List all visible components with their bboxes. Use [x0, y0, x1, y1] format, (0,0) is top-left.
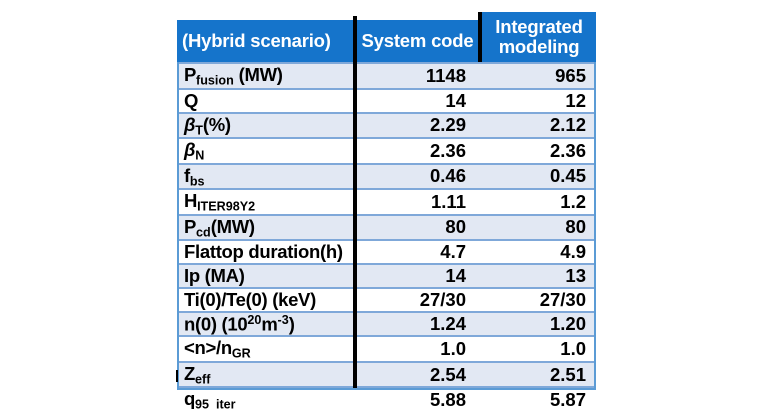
- row-label: Zeff: [184, 362, 211, 387]
- hybrid-scenario-parameters-table: (Hybrid scenario) System code Integrated…: [177, 12, 596, 409]
- value-system-code: 2.54: [429, 363, 466, 385]
- row-label: βN: [184, 139, 205, 163]
- row-label: Flattop duration(h): [184, 241, 343, 263]
- value-system-code: 5.88: [429, 389, 466, 409]
- value-system-code: 14: [445, 265, 466, 287]
- table-row: q95_iter 5.88 5.87: [179, 386, 594, 409]
- value-system-code: 1.11: [431, 190, 466, 212]
- value-system-code: 4.7: [440, 241, 466, 263]
- row-label: βT(%): [184, 113, 231, 138]
- value-system-code: 14: [445, 89, 466, 111]
- header-integrated-line2: modeling: [498, 36, 580, 57]
- header-system-code: System code: [361, 30, 474, 51]
- table-row: n(0) (1020m-3) 1.24 1.20: [179, 311, 594, 336]
- value-system-code: 0.46: [429, 165, 466, 187]
- header-integrated-modeling: Integrated modeling: [478, 12, 596, 62]
- header-hybrid-scenario: (Hybrid scenario): [182, 30, 331, 51]
- table-header-row: (Hybrid scenario) System code Integrated…: [177, 12, 596, 62]
- row-label: Pcd(MW): [184, 215, 255, 240]
- value-integrated-modeling: 13: [565, 265, 586, 287]
- table-row: Pcd(MW) 80 80: [179, 213, 594, 240]
- value-integrated-modeling: 965: [555, 64, 586, 86]
- table-row: Ti(0)/Te(0) (keV) 27/30 27/30: [179, 287, 594, 311]
- table-row: Q 14 12: [179, 87, 594, 112]
- value-integrated-modeling: 2.36: [549, 139, 586, 161]
- table-row: Flattop duration(h) 4.7 4.9: [179, 239, 594, 263]
- value-system-code: 1148: [425, 64, 466, 86]
- table-row: Zeff 2.54 2.51: [179, 360, 594, 387]
- table-row: βN 2.36 2.36: [179, 137, 594, 163]
- row-label: q95_iter: [184, 388, 236, 409]
- row-label: HITER98Y2: [184, 190, 256, 214]
- value-integrated-modeling: 1.0: [560, 338, 586, 360]
- value-integrated-modeling: 27/30: [539, 289, 586, 311]
- value-system-code: 80: [445, 216, 466, 238]
- table-row: Pfusion (MW) 1148 965: [179, 62, 594, 88]
- table-row: fbs 0.46 0.45: [179, 162, 594, 189]
- row-label: <n>/nGR: [184, 337, 251, 361]
- column-divider-line: [353, 16, 357, 388]
- value-integrated-modeling: 1.2: [560, 190, 586, 212]
- row-label: Q: [184, 89, 199, 111]
- value-integrated-modeling: 5.87: [549, 389, 586, 409]
- value-system-code: 1.24: [429, 313, 466, 335]
- table-row: HITER98Y2 1.11 1.2: [179, 188, 594, 214]
- value-system-code: 27/30: [419, 289, 466, 311]
- row-label: n(0) (1020m-3): [184, 313, 295, 335]
- table-row: Ip (MA) 14 13: [179, 263, 594, 288]
- header-integrated-line1: Integrated: [495, 16, 583, 37]
- value-integrated-modeling: 2.51: [549, 363, 586, 385]
- value-integrated-modeling: 1.20: [549, 313, 586, 335]
- value-integrated-modeling: 2.12: [549, 114, 586, 136]
- row-label: fbs: [184, 164, 205, 189]
- value-integrated-modeling: 80: [565, 216, 586, 238]
- table-body: Pfusion (MW) 1148 965 Q 14 12 βT(%) 2.29…: [177, 62, 596, 409]
- table-row: βT(%) 2.29 2.12: [179, 111, 594, 138]
- value-integrated-modeling: 0.45: [549, 165, 586, 187]
- stray-mark: [176, 370, 178, 382]
- value-system-code: 1.0: [440, 338, 466, 360]
- table-row: <n>/nGR 1.0 1.0: [179, 335, 594, 361]
- row-label: Pfusion (MW): [184, 64, 283, 88]
- value-system-code: 2.29: [429, 114, 466, 136]
- value-integrated-modeling: 12: [565, 89, 586, 111]
- row-label: Ti(0)/Te(0) (keV): [184, 289, 316, 311]
- row-label: Ip (MA): [184, 265, 245, 287]
- value-system-code: 2.36: [429, 139, 466, 161]
- value-integrated-modeling: 4.9: [560, 241, 586, 263]
